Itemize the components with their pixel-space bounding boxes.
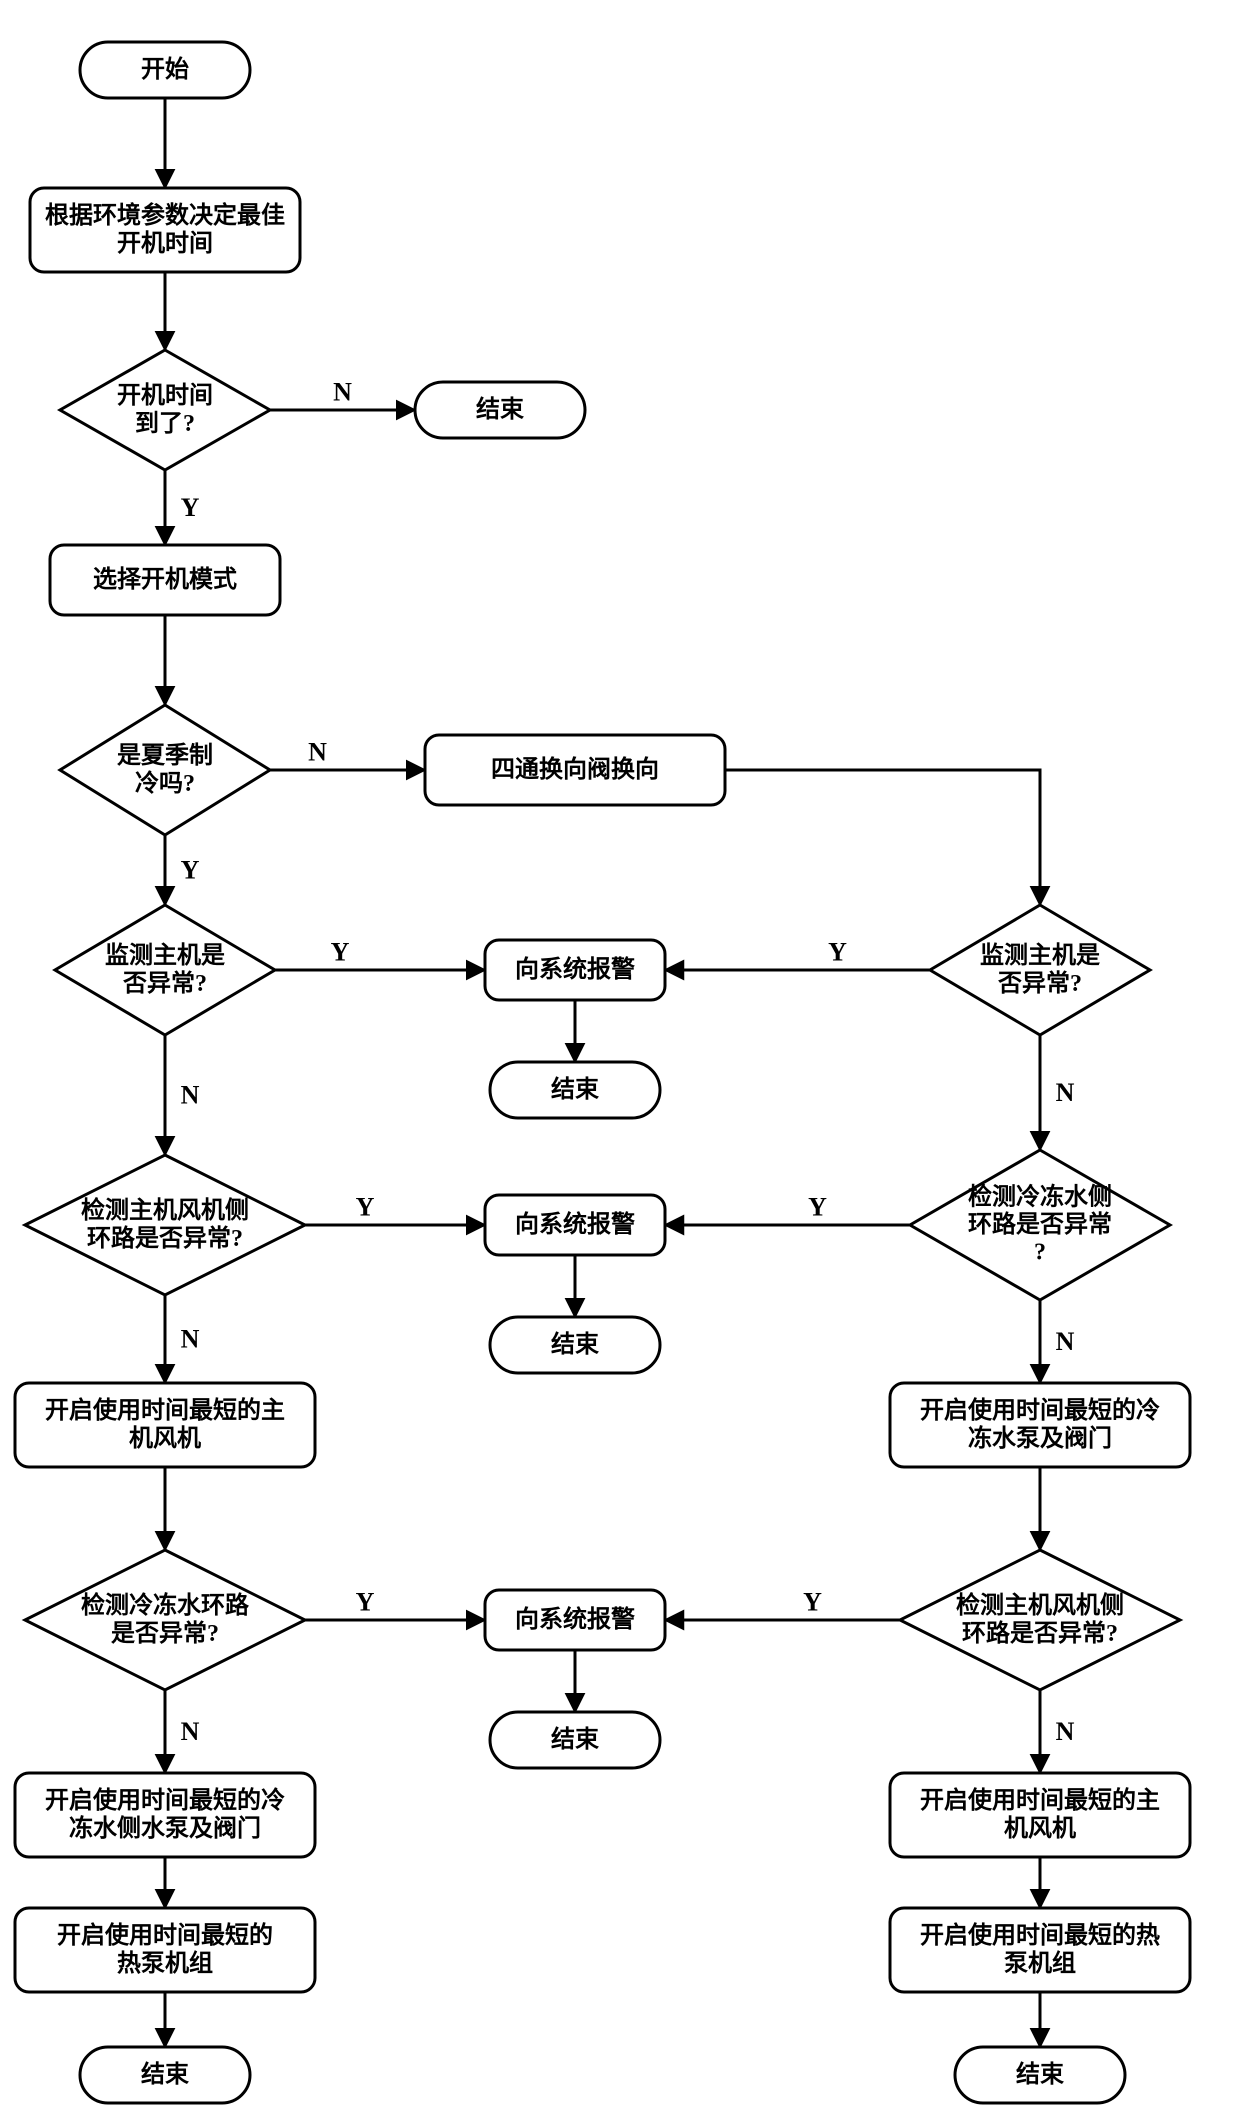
- node-label: 根据环境参数决定最佳: [45, 201, 285, 229]
- process-node: 向系统报警: [485, 1195, 665, 1255]
- node-label: 是否异常?: [111, 1620, 219, 1647]
- edge-label: Y: [356, 1588, 375, 1617]
- edge-label: Y: [356, 1193, 375, 1222]
- process-node: 开启使用时间最短的冷冻水侧水泵及阀门: [15, 1773, 315, 1857]
- node-label: 环路是否异常?: [87, 1224, 243, 1252]
- decision-node: 检测主机风机侧环路是否异常?: [900, 1550, 1180, 1690]
- process-node: 开启使用时间最短的热泵机组: [15, 1908, 315, 1992]
- decision-node: 监测主机是否异常?: [930, 905, 1150, 1035]
- node-label: 开机时间: [117, 230, 213, 257]
- node-label: 结束: [476, 396, 525, 423]
- node-label: 机风机: [129, 1425, 201, 1452]
- node-label: 开启使用时间最短的: [57, 1921, 273, 1949]
- node-label: 结束: [551, 1726, 600, 1753]
- terminal-node: 结束: [490, 1062, 660, 1118]
- node-label: 否异常?: [997, 970, 1082, 997]
- node-label: 监测主机是: [105, 942, 225, 969]
- edge-label: N: [181, 1081, 200, 1110]
- edge-label: N: [1056, 1078, 1075, 1107]
- process-node: 向系统报警: [485, 1590, 665, 1650]
- terminal-node: 结束: [415, 382, 585, 438]
- node-label: 开启使用时间最短的冷: [920, 1396, 1160, 1424]
- node-label: 环路是否异常: [968, 1210, 1112, 1238]
- node-label: 冻水侧水泵及阀门: [69, 1814, 261, 1842]
- decision-node: 开机时间到了?: [60, 350, 270, 470]
- process-node: 向系统报警: [485, 940, 665, 1000]
- node-label: 冷吗?: [135, 769, 195, 797]
- terminal-node: 结束: [80, 2047, 250, 2103]
- node-label: ?: [1034, 1240, 1046, 1266]
- node-label: 检测冷冻水环路: [81, 1591, 250, 1619]
- node-label: 选择开机模式: [93, 566, 237, 593]
- process-node: 开启使用时间最短的主机风机: [890, 1773, 1190, 1857]
- edge-label: Y: [331, 938, 350, 967]
- node-label: 结束: [1016, 2061, 1065, 2088]
- node-label: 检测主机风机侧: [81, 1196, 249, 1224]
- edge-label: Y: [181, 493, 200, 522]
- node-label: 检测主机风机侧: [956, 1591, 1124, 1619]
- node-label: 监测主机是: [980, 942, 1100, 969]
- edge-label: N: [181, 1325, 200, 1354]
- node-label: 热泵机组: [117, 1950, 213, 1977]
- edge-label: N: [1056, 1327, 1075, 1356]
- terminal-node: 结束: [490, 1712, 660, 1768]
- node-label: 开启使用时间最短的热: [920, 1921, 1160, 1949]
- terminal-node: 结束: [490, 1317, 660, 1373]
- node-label: 开机时间: [117, 382, 213, 409]
- edge-label: Y: [808, 1193, 827, 1222]
- decision-node: 监测主机是否异常?: [55, 905, 275, 1035]
- process-node: 开启使用时间最短的主机风机: [15, 1383, 315, 1467]
- flow-edge: [725, 770, 1040, 905]
- edge-label: Y: [803, 1588, 822, 1617]
- terminal-node: 结束: [955, 2047, 1125, 2103]
- process-node: 开启使用时间最短的热泵机组: [890, 1908, 1190, 1992]
- node-label: 向系统报警: [515, 1210, 635, 1238]
- node-label: 开启使用时间最短的冷: [45, 1786, 285, 1814]
- decision-node: 是夏季制冷吗?: [60, 705, 270, 835]
- node-label: 结束: [551, 1076, 600, 1103]
- node-label: 开启使用时间最短的主: [45, 1396, 285, 1424]
- decision-node: 检测主机风机侧环路是否异常?: [25, 1155, 305, 1295]
- edge-label: N: [308, 738, 327, 767]
- process-node: 四通换向阀换向: [425, 735, 725, 805]
- node-label: 结束: [141, 2061, 190, 2088]
- terminal-node: 开始: [80, 42, 250, 98]
- node-label: 检测冷冻水侧: [968, 1182, 1112, 1210]
- decision-node: 检测冷冻水环路是否异常?: [25, 1550, 305, 1690]
- node-label: 四通换向阀换向: [491, 755, 659, 783]
- node-label: 向系统报警: [515, 955, 635, 983]
- node-label: 到了?: [135, 410, 195, 437]
- node-label: 泵机组: [1004, 1950, 1076, 1977]
- flowchart-container: NYNYYYNNYYNNYYNN开始根据环境参数决定最佳开机时间开机时间到了?结…: [0, 0, 1240, 2119]
- node-label: 机风机: [1004, 1815, 1076, 1842]
- decision-node: 检测冷冻水侧环路是否异常?: [910, 1150, 1170, 1300]
- edge-label: Y: [181, 856, 200, 885]
- process-node: 根据环境参数决定最佳开机时间: [30, 188, 300, 272]
- nodes-layer: 开始根据环境参数决定最佳开机时间开机时间到了?结束选择开机模式是夏季制冷吗?四通…: [15, 42, 1190, 2103]
- node-label: 开启使用时间最短的主: [920, 1786, 1160, 1814]
- node-label: 开始: [141, 56, 189, 83]
- edge-label: Y: [828, 938, 847, 967]
- process-node: 选择开机模式: [50, 545, 280, 615]
- node-label: 是夏季制: [117, 742, 213, 769]
- node-label: 结束: [551, 1331, 600, 1358]
- edge-label: N: [1056, 1717, 1075, 1746]
- node-label: 向系统报警: [515, 1605, 635, 1633]
- node-label: 环路是否异常?: [962, 1619, 1118, 1647]
- node-label: 冻水泵及阀门: [968, 1424, 1112, 1452]
- edge-label: N: [181, 1717, 200, 1746]
- node-label: 否异常?: [122, 970, 207, 997]
- edge-label: N: [333, 378, 352, 407]
- process-node: 开启使用时间最短的冷冻水泵及阀门: [890, 1383, 1190, 1467]
